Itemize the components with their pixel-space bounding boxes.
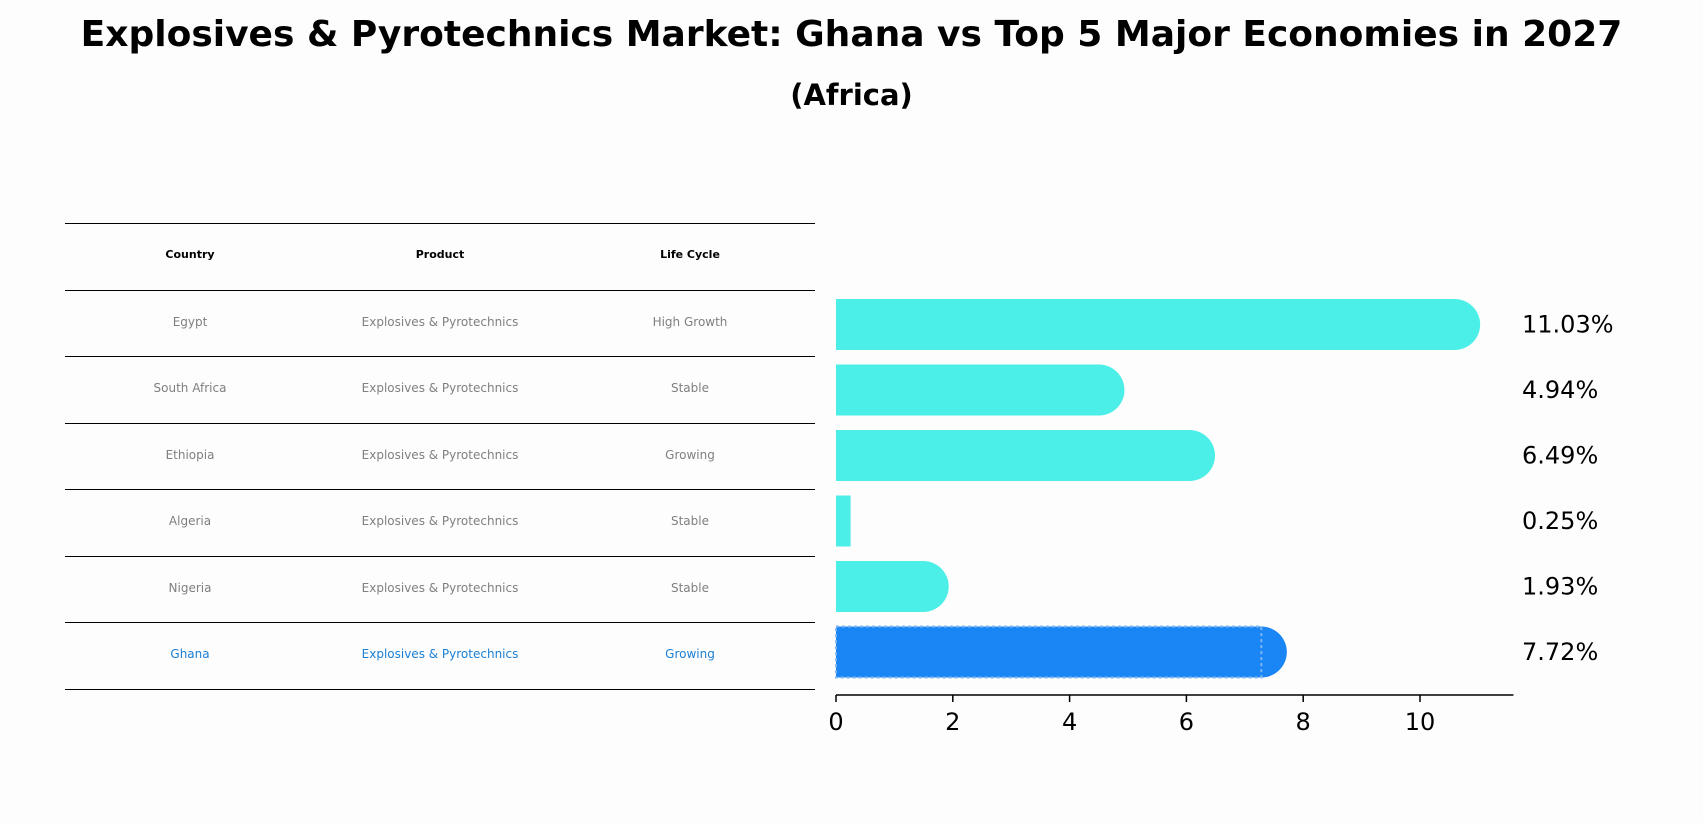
table-rule bbox=[65, 688, 815, 690]
bar bbox=[836, 299, 1455, 350]
table-cell: Ghana bbox=[170, 647, 210, 662]
table-cell: South Africa bbox=[153, 381, 227, 396]
table-rule bbox=[65, 555, 815, 557]
bar-cap bbox=[897, 561, 949, 612]
data-label: 7.72% bbox=[1522, 638, 1598, 666]
table-header-cell: Product bbox=[415, 248, 465, 262]
x-tick-label: 2 bbox=[945, 708, 960, 736]
bar bbox=[836, 364, 1099, 416]
table-header-cell: Country bbox=[165, 248, 215, 262]
table-cell: Stable bbox=[670, 580, 709, 595]
table-rule bbox=[65, 289, 815, 291]
table-cell: Nigeria bbox=[168, 580, 212, 595]
table-cell: Growing bbox=[665, 647, 715, 662]
table-cell: Stable bbox=[670, 381, 709, 396]
bar bbox=[836, 495, 851, 547]
table-rule bbox=[65, 422, 815, 424]
x-tick-label: 8 bbox=[1296, 708, 1311, 736]
bar-highlight-outline bbox=[835, 625, 1263, 679]
table-cell: Explosives & Pyrotechnics bbox=[361, 580, 519, 595]
table-cell: High Growth bbox=[652, 314, 728, 329]
bar-cap bbox=[1164, 430, 1216, 481]
bar bbox=[836, 430, 1190, 481]
data-label: 6.49% bbox=[1522, 442, 1598, 470]
table-header-cell: Life Cycle bbox=[660, 248, 720, 262]
x-tick-label: 0 bbox=[828, 708, 843, 736]
table-cell: Egypt bbox=[172, 314, 208, 329]
table-rule bbox=[65, 622, 815, 623]
data-label: 0.25% bbox=[1522, 507, 1598, 535]
table-cell: Explosives & Pyrotechnics bbox=[361, 314, 519, 329]
data-label: 1.93% bbox=[1522, 573, 1598, 601]
table-cell: Explosives & Pyrotechnics bbox=[361, 381, 519, 396]
chart-title: Explosives & Pyrotechnics Market: Ghana … bbox=[80, 14, 1623, 55]
table-cell: Explosives & Pyrotechnics bbox=[361, 447, 519, 462]
x-tick-label: 4 bbox=[1062, 708, 1077, 736]
table-rule bbox=[65, 223, 815, 224]
x-tick-label: 10 bbox=[1405, 708, 1436, 736]
table-rule bbox=[65, 356, 815, 357]
bar bbox=[836, 626, 1262, 678]
table-cell: Explosives & Pyrotechnics bbox=[361, 514, 519, 529]
bar-cap bbox=[1429, 299, 1481, 350]
table-cell: Growing bbox=[665, 447, 715, 462]
table-rule bbox=[65, 489, 815, 490]
data-label: 11.03% bbox=[1522, 311, 1614, 339]
bar-cap bbox=[1073, 364, 1125, 416]
table-cell: Explosives & Pyrotechnics bbox=[361, 647, 519, 662]
table-cell: Stable bbox=[670, 514, 709, 529]
data-label: 4.94% bbox=[1522, 376, 1598, 404]
x-tick-label: 6 bbox=[1179, 708, 1194, 736]
chart-subtitle: (Africa) bbox=[790, 78, 913, 112]
table-cell: Algeria bbox=[168, 514, 212, 529]
table-cell: Ethiopia bbox=[165, 447, 215, 462]
